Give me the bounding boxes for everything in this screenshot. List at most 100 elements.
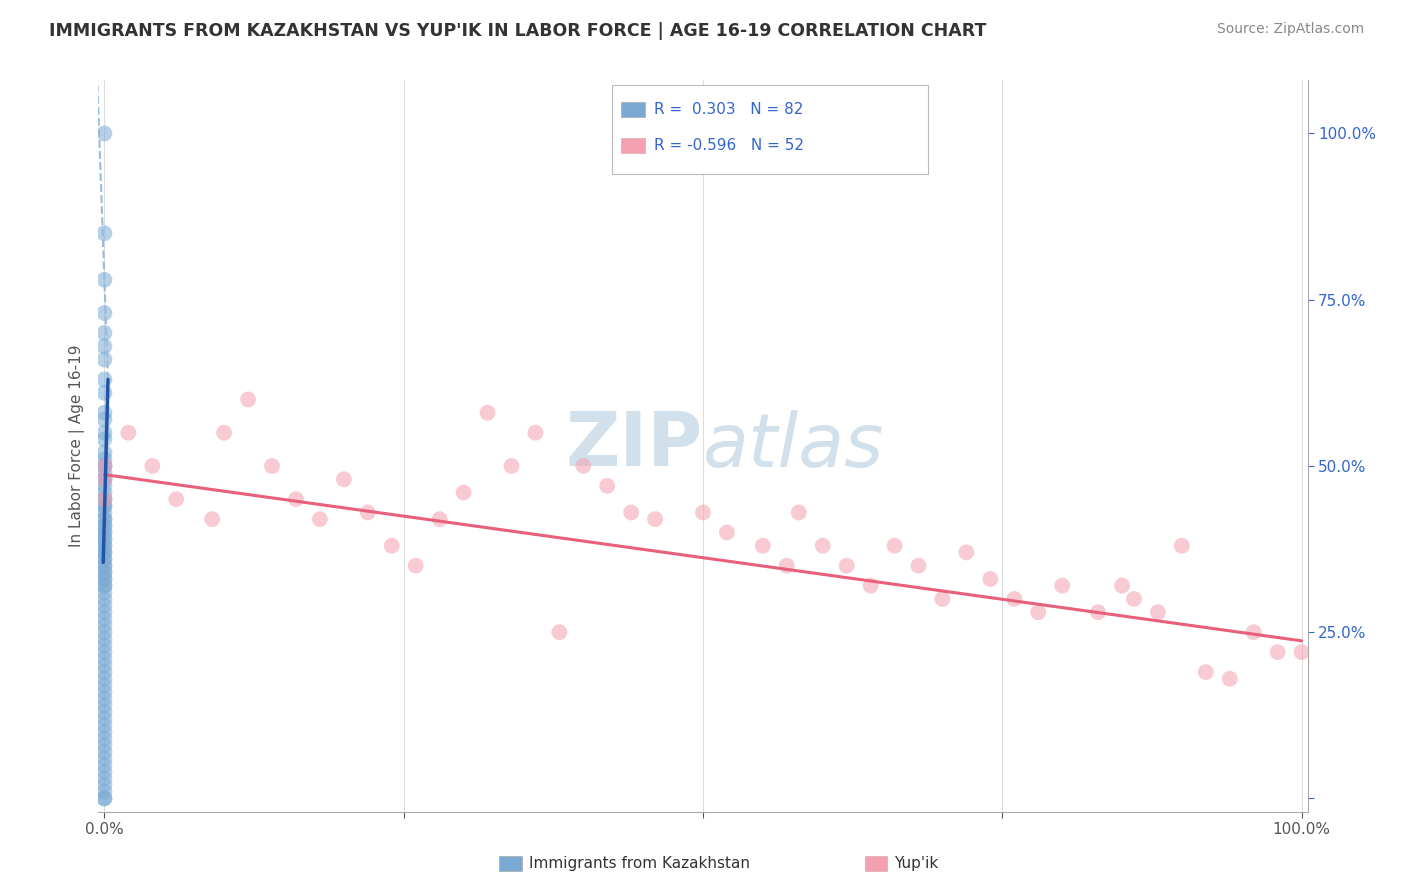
Point: [236, 392, 259, 407]
Point: [93, 764, 115, 779]
Point: [93, 545, 115, 559]
Point: [979, 572, 1001, 586]
Point: [93, 425, 115, 440]
Point: [93, 625, 115, 640]
Text: R =  0.303   N = 82: R = 0.303 N = 82: [654, 103, 803, 117]
Point: [93, 339, 115, 353]
Point: [93, 492, 115, 507]
Point: [93, 472, 115, 486]
Point: [1195, 665, 1218, 679]
Text: Immigrants from Kazakhstan: Immigrants from Kazakhstan: [529, 856, 749, 871]
Point: [93, 458, 115, 473]
Point: [93, 518, 115, 533]
Point: [93, 652, 115, 666]
Point: [284, 492, 307, 507]
Point: [93, 678, 115, 692]
Point: [93, 492, 115, 507]
Point: [93, 572, 115, 586]
Point: [93, 645, 115, 659]
Point: [93, 791, 115, 805]
Point: [93, 226, 115, 240]
Point: [1111, 579, 1133, 593]
Point: [93, 458, 115, 473]
Point: [572, 458, 595, 473]
Point: [212, 425, 235, 440]
Point: [93, 273, 115, 287]
Point: [93, 512, 115, 526]
Point: [93, 525, 115, 540]
Point: [93, 738, 115, 752]
Point: [93, 778, 115, 792]
Point: [93, 532, 115, 546]
Point: [93, 492, 115, 507]
Point: [776, 558, 799, 573]
Point: [93, 558, 115, 573]
Point: [477, 406, 499, 420]
Point: [93, 591, 115, 606]
Point: [1087, 605, 1109, 619]
Point: [931, 591, 953, 606]
Point: [93, 532, 115, 546]
Point: [883, 539, 905, 553]
Point: [93, 605, 115, 619]
Point: [93, 545, 115, 559]
Text: Source: ZipAtlas.com: Source: ZipAtlas.com: [1216, 22, 1364, 37]
Point: [93, 618, 115, 632]
Y-axis label: In Labor Force | Age 16-19: In Labor Force | Age 16-19: [69, 344, 84, 548]
Point: [93, 691, 115, 706]
Point: [1123, 591, 1146, 606]
Point: [93, 127, 115, 141]
Text: R = -0.596   N = 52: R = -0.596 N = 52: [654, 138, 804, 153]
Point: [93, 599, 115, 613]
Point: [93, 433, 115, 447]
Point: [93, 485, 115, 500]
Point: [93, 665, 115, 679]
Text: IMMIGRANTS FROM KAZAKHSTAN VS YUP'IK IN LABOR FORCE | AGE 16-19 CORRELATION CHAR: IMMIGRANTS FROM KAZAKHSTAN VS YUP'IK IN …: [49, 22, 987, 40]
Point: [93, 385, 115, 400]
Point: [93, 372, 115, 386]
Point: [93, 632, 115, 646]
Point: [93, 512, 115, 526]
Point: [1243, 625, 1265, 640]
Point: [93, 352, 115, 367]
Point: [752, 539, 775, 553]
Point: [93, 458, 115, 473]
Point: [93, 566, 115, 580]
Point: [93, 306, 115, 320]
Point: [93, 658, 115, 673]
Point: [787, 506, 810, 520]
Point: [93, 585, 115, 599]
Point: [165, 492, 187, 507]
Point: [93, 772, 115, 786]
Point: [93, 791, 115, 805]
Point: [93, 745, 115, 759]
Point: [811, 539, 834, 553]
Point: [93, 705, 115, 719]
Point: [333, 472, 356, 486]
Point: [93, 445, 115, 459]
Point: [620, 506, 643, 520]
Point: [93, 558, 115, 573]
Point: [93, 579, 115, 593]
Point: [548, 625, 571, 640]
Point: [93, 452, 115, 467]
Point: [1291, 645, 1313, 659]
Point: [93, 718, 115, 732]
Point: [93, 579, 115, 593]
Point: [93, 572, 115, 586]
Point: [201, 512, 224, 526]
Point: [93, 326, 115, 340]
Point: [907, 558, 929, 573]
Point: [955, 545, 977, 559]
Point: [93, 406, 115, 420]
Point: [93, 539, 115, 553]
Point: [692, 506, 714, 520]
Point: [93, 725, 115, 739]
Point: [309, 512, 332, 526]
Point: [859, 579, 882, 593]
Point: [93, 751, 115, 765]
Point: [1219, 672, 1241, 686]
Point: [93, 612, 115, 626]
Point: [93, 472, 115, 486]
Point: [357, 506, 380, 520]
